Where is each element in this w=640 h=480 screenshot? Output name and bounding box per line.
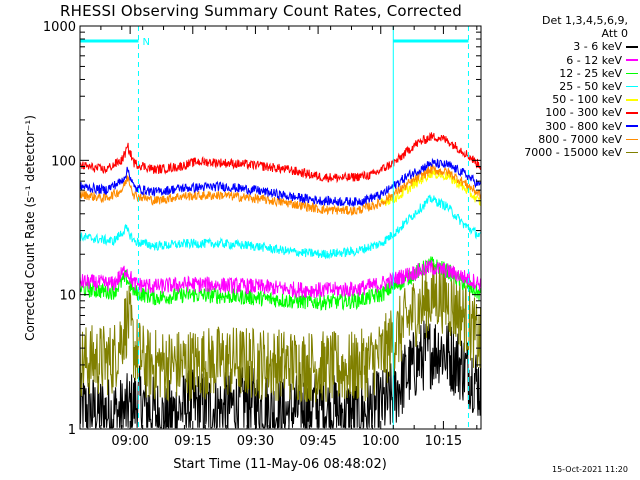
legend-label: 800 - 7000 keV (538, 132, 622, 146)
legend-entry-7000-15000-kev: 7000 - 15000 keV (488, 146, 638, 159)
axis-layer: 1 10 100 1000 09:00 09:15 09:30 09:45 10:00 10:15 (43, 20, 481, 449)
legend-label: 100 - 300 keV (545, 106, 622, 120)
legend-swatch (626, 125, 638, 127)
plot-frame (79, 25, 482, 430)
legend-swatch (626, 138, 638, 141)
legend-swatch (626, 59, 638, 61)
legend-entry-12-25-kev: 12 - 25 keV (488, 67, 638, 80)
y-tick-label: 100 (51, 154, 76, 169)
legend-entry-6-12-kev: 6 - 12 keV (488, 54, 638, 67)
plot-timestamp: 15-Oct-2021 11:20 (552, 465, 628, 474)
series-100-300-kev (79, 132, 481, 184)
y-tick-label: 1 (68, 423, 76, 438)
legend-entry-300-800-kev: 300 - 800 keV (488, 120, 638, 133)
series-800-7000-kev (79, 164, 481, 216)
series-trace-100-300-kev (79, 132, 481, 184)
legend-rows: 3 - 6 keV 6 - 12 keV 12 - 25 keV 25 - 50 ke… (488, 40, 638, 159)
legend-swatch (626, 151, 638, 154)
legend-entry-50-100-kev: 50 - 100 keV (488, 93, 638, 106)
series-7000-15000-kev (79, 262, 481, 403)
legend-label: 3 - 6 keV (573, 40, 622, 54)
legend-entry-3-6-kev: 3 - 6 keV (488, 40, 638, 53)
legend-header-attenuator: Att 0 (601, 27, 628, 41)
x-tick-label: 09:00 (111, 434, 148, 449)
series-trace-3-6-kev (79, 320, 481, 430)
chart-title: RHESSI Observing Summary Count Rates, Co… (60, 2, 463, 20)
series-trace-7000-15000-kev (79, 262, 481, 403)
series-trace-6-12-kev (79, 260, 481, 299)
x-tick-label: 09:30 (237, 434, 274, 449)
series-layer (79, 132, 481, 430)
legend-header-detectors: Det 1,3,4,5,6,9, (541, 14, 628, 27)
legend-label: 7000 - 15000 keV (524, 146, 622, 160)
legend-label: 12 - 25 keV (559, 66, 622, 80)
legend-swatch (626, 99, 638, 101)
x-tick-label: 09:15 (174, 434, 211, 449)
flag-label: N (142, 37, 149, 48)
legend: Det 1,3,4,5,6,9, Att 0 3 - 6 keV 6 - 12 k… (488, 14, 638, 159)
legend-swatch (626, 46, 638, 48)
y-tick-label: 1000 (43, 20, 76, 35)
series-trace-300-800-kev (79, 157, 481, 207)
legend-swatch (626, 112, 638, 114)
legend-entry-25-50-kev: 25 - 50 keV (488, 80, 638, 93)
series-trace-800-7000-kev (79, 164, 481, 216)
legend-swatch (626, 72, 638, 75)
y-axis-label: Corrected Count Rate (s⁻¹ detector⁻¹) (23, 115, 37, 341)
legend-label: 6 - 12 keV (566, 53, 622, 67)
y-tick-label: 10 (59, 289, 76, 304)
series-3-6-kev (79, 320, 481, 430)
legend-entry-800-7000-kev: 800 - 7000 keV (488, 133, 638, 146)
legend-swatch (626, 85, 638, 88)
series-25-50-kev (79, 194, 481, 260)
legend-entry-100-300-kev: 100 - 300 keV (488, 106, 638, 119)
series-300-800-kev (79, 157, 481, 207)
series-trace-25-50-kev (79, 194, 481, 260)
legend-label: 300 - 800 keV (545, 119, 622, 133)
x-tick-label: 10:00 (362, 434, 399, 449)
x-axis-label: Start Time (11-May-06 08:48:02) (173, 457, 387, 472)
x-tick-label: 09:45 (299, 434, 336, 449)
series-6-12-kev (79, 260, 481, 299)
x-tick-label: 10:15 (425, 434, 462, 449)
legend-label: 25 - 50 keV (559, 80, 622, 94)
legend-label: 50 - 100 keV (552, 93, 622, 107)
